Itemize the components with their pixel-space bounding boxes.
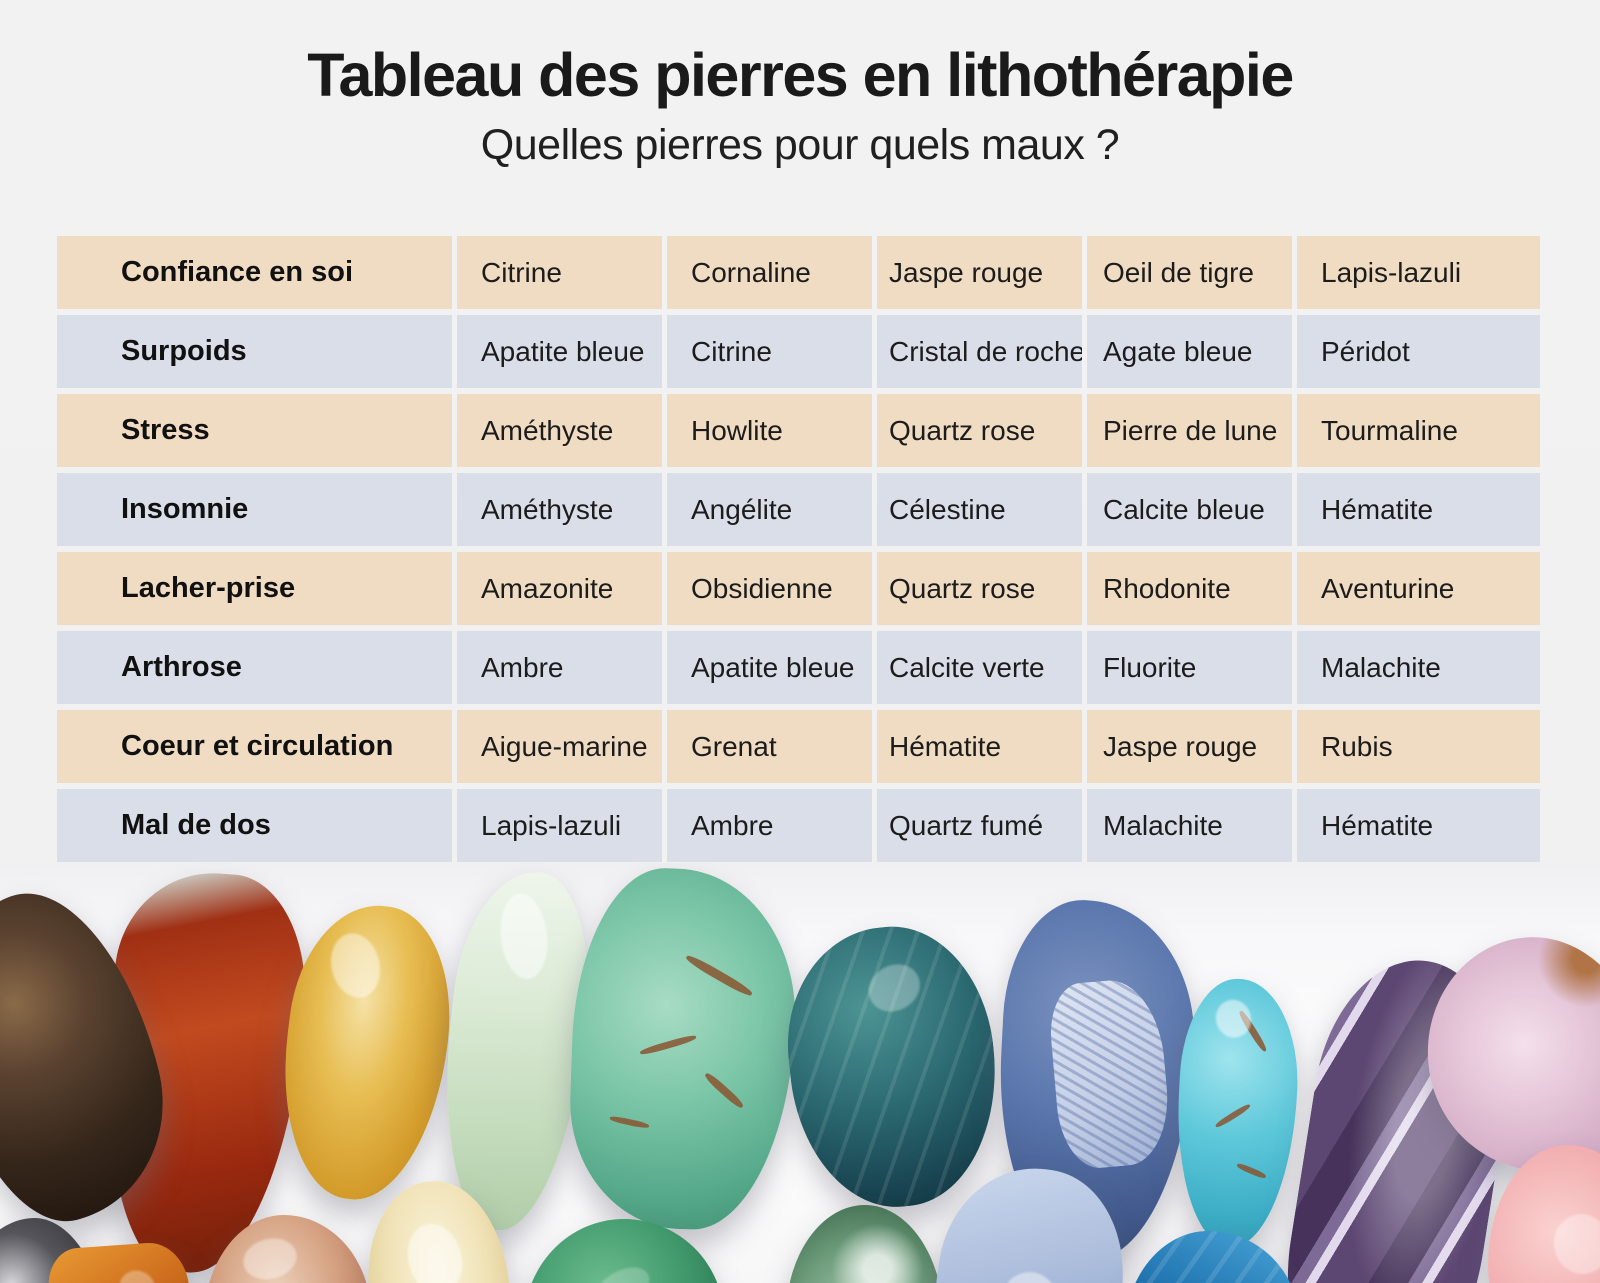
stone-cell: Apatite bleue <box>667 631 872 704</box>
stone-cell: Aventurine <box>1297 552 1540 625</box>
table-row: Mal de dos Lapis-lazuli Ambre Quartz fum… <box>57 789 1540 862</box>
category-cell: Arthrose <box>57 631 452 704</box>
stone-variscite-turquoise <box>565 865 801 1233</box>
page-subtitle: Quelles pierres pour quels maux ? <box>480 121 1120 169</box>
stone-cell: Jaspe rouge <box>1087 710 1292 783</box>
stones-table: Confiance en soi Citrine Cornaline Jaspe… <box>57 236 1540 868</box>
stone-cell: Grenat <box>667 710 872 783</box>
stone-cell: Hématite <box>877 710 1082 783</box>
table-row: Arthrose Ambre Apatite bleue Calcite ver… <box>57 631 1540 704</box>
category-cell: Stress <box>57 394 452 467</box>
stone-cell: Quartz rose <box>877 552 1082 625</box>
stone-cell: Citrine <box>667 315 872 388</box>
category-cell: Lacher-prise <box>57 552 452 625</box>
stone-cell: Jaspe rouge <box>877 236 1082 309</box>
stone-cell: Calcite bleue <box>1087 473 1292 546</box>
stone-cell: Ambre <box>667 789 872 862</box>
table-row: Surpoids Apatite bleue Citrine Cristal d… <box>57 315 1540 388</box>
stone-cell: Malachite <box>1297 631 1540 704</box>
stone-cell: Angélite <box>667 473 872 546</box>
stone-cell: Malachite <box>1087 789 1292 862</box>
stone-cell: Améthyste <box>457 473 662 546</box>
category-cell: Coeur et circulation <box>57 710 452 783</box>
table-row: Stress Améthyste Howlite Quartz rose Pie… <box>57 394 1540 467</box>
stone-cell: Apatite bleue <box>457 315 662 388</box>
stone-cell: Fluorite <box>1087 631 1292 704</box>
stone-pink-quartz <box>1488 1145 1600 1283</box>
stone-cell: Rhodonite <box>1087 552 1292 625</box>
stone-cell: Oeil de tigre <box>1087 236 1292 309</box>
stone-cell: Cornaline <box>667 236 872 309</box>
stone-moss-agate <box>786 1205 944 1283</box>
stone-cell: Célestine <box>877 473 1082 546</box>
stone-cell: Howlite <box>667 394 872 467</box>
page-title: Tableau des pierres en lithothérapie <box>307 41 1294 109</box>
stone-cell: Hématite <box>1297 473 1540 546</box>
stone-cell: Améthyste <box>457 394 662 467</box>
table-row: Lacher-prise Amazonite Obsidienne Quartz… <box>57 552 1540 625</box>
stone-cell: Lapis-lazuli <box>457 789 662 862</box>
stone-cell: Calcite verte <box>877 631 1082 704</box>
stone-cell: Ambre <box>457 631 662 704</box>
stone-cell: Hématite <box>1297 789 1540 862</box>
stone-cell: Cristal de roche <box>877 315 1082 388</box>
table-row: Coeur et circulation Aigue-marine Grenat… <box>57 710 1540 783</box>
table-row: Insomnie Améthyste Angélite Célestine Ca… <box>57 473 1540 546</box>
stone-cell: Amazonite <box>457 552 662 625</box>
stone-cell: Péridot <box>1297 315 1540 388</box>
category-cell: Confiance en soi <box>57 236 452 309</box>
stone-cell: Citrine <box>457 236 662 309</box>
stone-cell: Pierre de lune <box>1087 394 1292 467</box>
stone-cell: Obsidienne <box>667 552 872 625</box>
stone-cell: Quartz rose <box>877 394 1082 467</box>
stone-cell: Agate bleue <box>1087 315 1292 388</box>
stones-photo <box>0 863 1600 1283</box>
stone-blue-apatite <box>1124 1231 1299 1283</box>
stone-cell: Rubis <box>1297 710 1540 783</box>
table-row: Confiance en soi Citrine Cornaline Jaspe… <box>57 236 1540 309</box>
category-cell: Surpoids <box>57 315 452 388</box>
stone-cell: Aigue-marine <box>457 710 662 783</box>
category-cell: Insomnie <box>57 473 452 546</box>
stone-cell: Quartz fumé <box>877 789 1082 862</box>
stone-cell: Tourmaline <box>1297 394 1540 467</box>
stone-cell: Lapis-lazuli <box>1297 236 1540 309</box>
stone-facet <box>1046 975 1174 1172</box>
category-cell: Mal de dos <box>57 789 452 862</box>
stone-teal-apatite <box>775 917 1010 1217</box>
